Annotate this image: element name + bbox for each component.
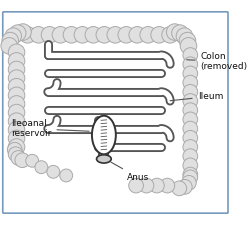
Circle shape [2,32,18,49]
Text: Ileum: Ileum [170,92,223,101]
Circle shape [183,75,198,90]
Circle shape [35,161,48,174]
Circle shape [8,79,25,95]
Circle shape [19,27,36,43]
Circle shape [8,96,25,112]
Circle shape [183,103,198,117]
Ellipse shape [92,116,116,154]
Circle shape [8,113,25,129]
Circle shape [183,57,198,72]
Circle shape [1,38,17,54]
Circle shape [8,130,25,147]
Circle shape [8,61,25,78]
Circle shape [180,38,197,54]
Circle shape [176,28,193,44]
Circle shape [30,27,47,43]
Circle shape [26,154,39,167]
Circle shape [7,142,22,157]
Circle shape [183,48,198,62]
Circle shape [52,27,69,43]
Circle shape [96,27,113,43]
Circle shape [107,27,123,43]
Circle shape [118,27,135,43]
Circle shape [183,112,198,127]
Ellipse shape [97,155,111,163]
Circle shape [8,122,25,138]
Text: Ileoanal
reservoir: Ileoanal reservoir [11,119,89,138]
Circle shape [140,27,156,43]
Circle shape [41,27,58,43]
Circle shape [8,44,25,61]
Circle shape [129,27,145,43]
Circle shape [15,153,30,168]
Circle shape [8,139,25,155]
Circle shape [183,167,198,182]
Circle shape [160,178,175,193]
Circle shape [162,27,178,43]
Circle shape [183,149,198,164]
Circle shape [179,32,196,49]
Circle shape [9,25,26,41]
Circle shape [60,169,73,182]
Circle shape [5,28,21,44]
Circle shape [149,178,164,193]
Circle shape [183,158,198,173]
Circle shape [172,25,188,41]
Circle shape [183,84,198,99]
Circle shape [183,66,198,81]
Circle shape [151,27,167,43]
Circle shape [183,140,198,154]
Circle shape [47,165,60,178]
Circle shape [15,24,31,40]
Circle shape [183,121,198,136]
Text: Colon
(removed): Colon (removed) [187,52,247,71]
FancyBboxPatch shape [3,12,228,213]
Circle shape [139,178,154,193]
Circle shape [172,181,187,196]
Circle shape [183,94,198,108]
Circle shape [177,180,192,194]
Circle shape [183,130,198,145]
Circle shape [166,24,183,40]
Circle shape [8,104,25,121]
Circle shape [8,87,25,104]
Text: Anus: Anus [111,162,149,182]
Circle shape [8,70,25,86]
Circle shape [11,151,26,165]
Circle shape [181,176,196,190]
Circle shape [183,170,198,185]
Circle shape [63,27,80,43]
Circle shape [8,147,23,162]
Circle shape [8,53,25,69]
Circle shape [74,27,91,43]
Circle shape [85,27,102,43]
Circle shape [129,178,143,193]
